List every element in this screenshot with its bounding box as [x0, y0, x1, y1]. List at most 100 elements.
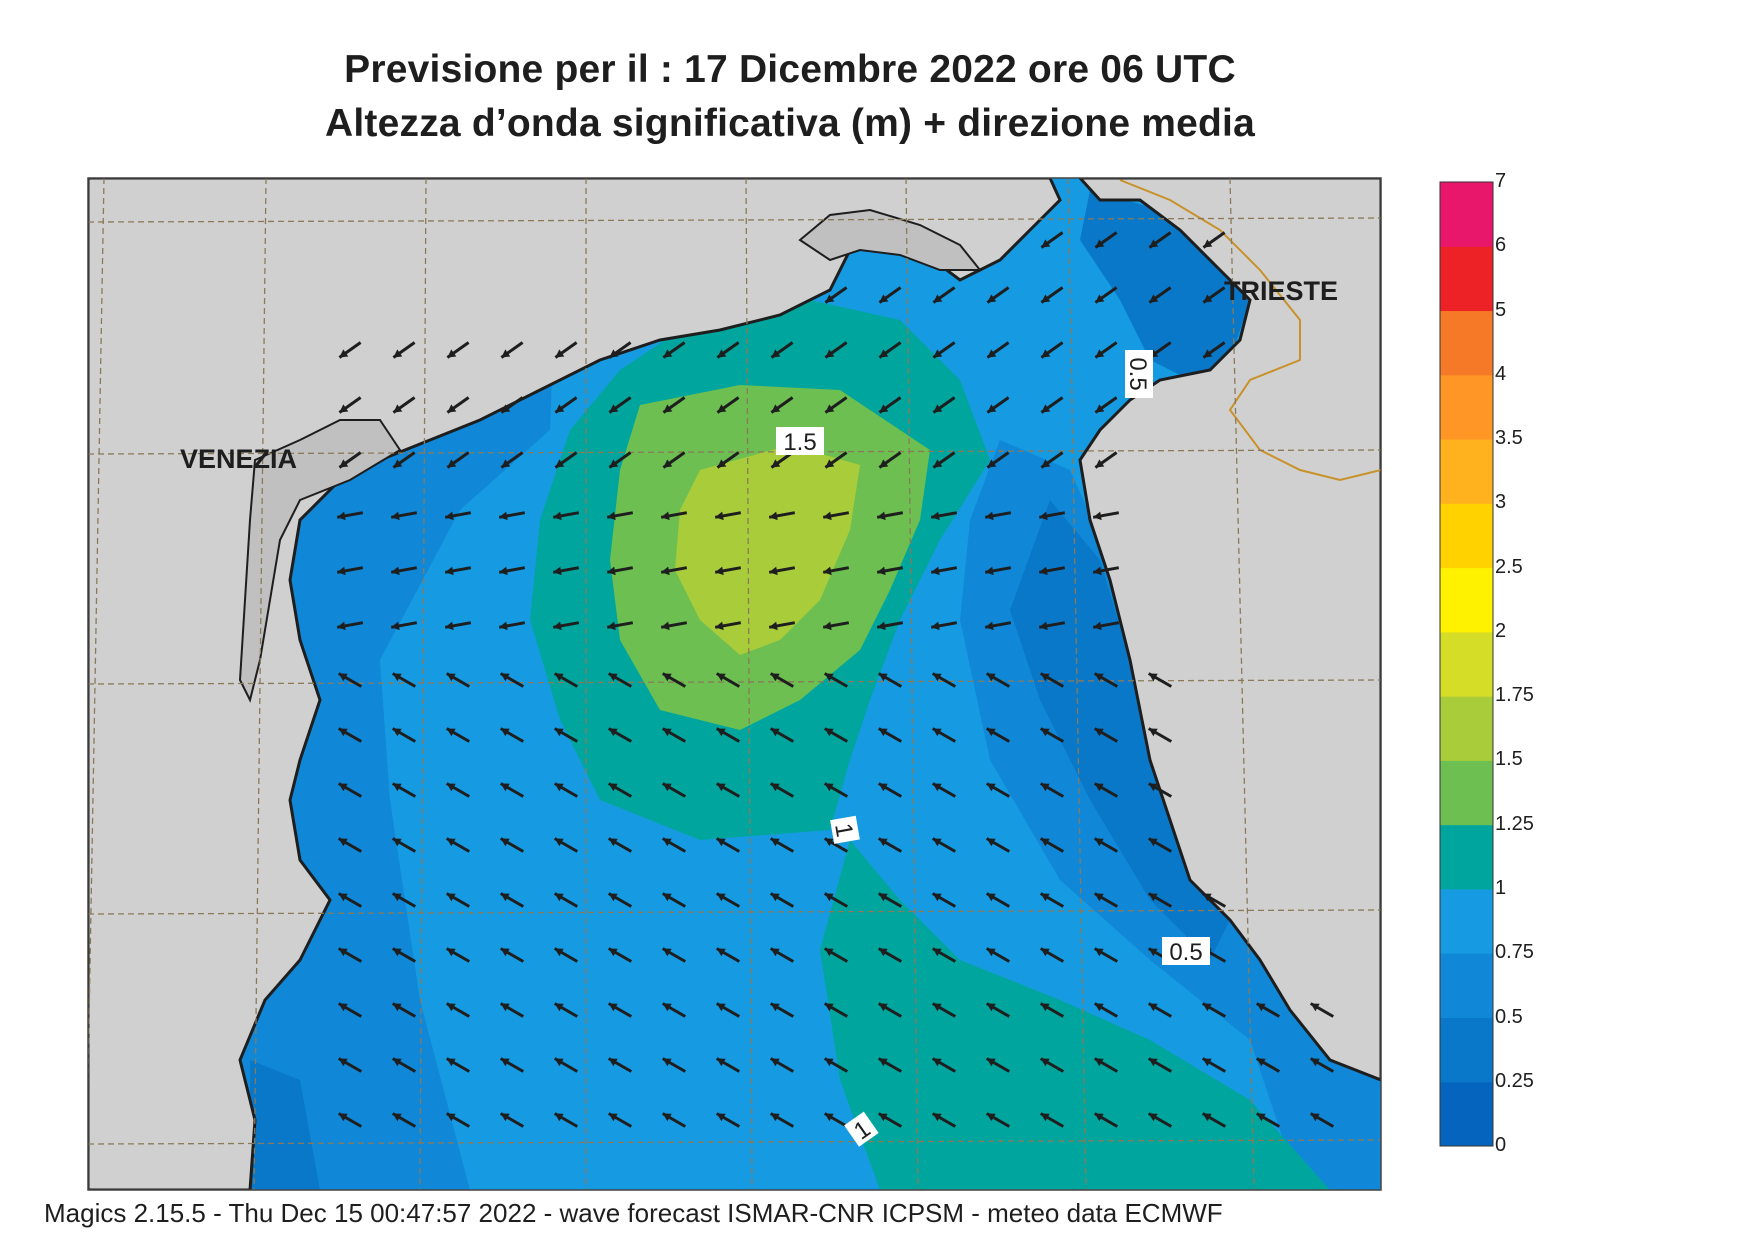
arrow-head [932, 783, 942, 792]
arrow-head [608, 838, 618, 847]
arrow-head [554, 1058, 564, 1067]
arrow-head [447, 459, 457, 468]
arrow-head [716, 893, 726, 902]
arrow-head [877, 621, 886, 631]
colorbar-tick-label: 4 [1495, 362, 1507, 385]
arrow-head [608, 893, 618, 902]
arrow-head [608, 948, 618, 957]
arrow-head [554, 728, 564, 737]
arrow-head [1148, 728, 1158, 737]
arrow-head [501, 349, 511, 358]
arrow-head [338, 1058, 348, 1067]
arrow-head [1148, 893, 1158, 902]
arrow-head [338, 728, 348, 737]
arrow-head [770, 1058, 780, 1067]
arrow-head [1095, 294, 1105, 303]
arrow-head [392, 673, 402, 682]
arrow-head [717, 404, 727, 413]
arrow-head [1040, 728, 1050, 737]
arrow-head [500, 673, 510, 682]
graticule-parallel [88, 449, 1381, 455]
graticule-meridian [905, 178, 919, 1190]
arrow-head [608, 1003, 618, 1012]
colorbar-tick-label: 0.5 [1495, 1005, 1523, 1028]
arrow-head [446, 728, 456, 737]
arrow-head [1094, 948, 1104, 957]
arrow-head [1040, 893, 1050, 902]
arrow-head [824, 1113, 834, 1122]
arrow-head [446, 838, 456, 847]
arrow-head [499, 511, 508, 521]
arrow-head [878, 893, 888, 902]
arrow-head [1203, 239, 1213, 248]
colorbar-swatch [1440, 824, 1493, 890]
arrow-head [608, 783, 618, 792]
colorbar-tick-label: 6 [1495, 234, 1507, 257]
arrow-head [1094, 1003, 1104, 1012]
arrow-head [663, 349, 673, 358]
contour-band-1p5 [675, 445, 860, 655]
arrow-head [878, 1113, 888, 1122]
arrow-head [824, 838, 834, 847]
arrow-head [879, 404, 889, 413]
arrow-head [933, 349, 943, 358]
arrow-head [986, 838, 996, 847]
contour-label-text: 1.5 [783, 429, 816, 456]
contour-band-1p0-south [820, 840, 1330, 1190]
arrow-head [500, 838, 510, 847]
arrow-head [770, 838, 780, 847]
arrow-head [825, 459, 835, 468]
arrow-head [1148, 783, 1158, 792]
arrow-head [1094, 1058, 1104, 1067]
arrow-head [985, 566, 994, 576]
arrow-head [1040, 1003, 1050, 1012]
arrow-head [338, 948, 348, 957]
arrow-head [1148, 1003, 1158, 1012]
arrow-head [878, 728, 888, 737]
arrow-head [391, 511, 400, 521]
arrow-head [717, 459, 727, 468]
arrow-head [1094, 673, 1104, 682]
arrow-head [824, 893, 834, 902]
colorbar-swatch [1440, 953, 1493, 1018]
arrow-head [1149, 294, 1159, 303]
arrow-head [608, 1058, 618, 1067]
arrow-head [769, 511, 778, 521]
arrow-head [716, 673, 726, 682]
arrow-head [1093, 566, 1102, 576]
arrow-head [1203, 349, 1213, 358]
arrow-head [715, 566, 724, 576]
arrow-head [391, 566, 400, 576]
colorbar [1439, 181, 1494, 1147]
arrow-head [392, 893, 402, 902]
colorbar-tick-label: 3 [1495, 491, 1507, 514]
arrow-head [392, 1058, 402, 1067]
arrow-head [500, 948, 510, 957]
colorbar-swatch [1440, 1081, 1493, 1147]
arrow-head [716, 948, 726, 957]
arrow-head [770, 783, 780, 792]
arrow-head [446, 673, 456, 682]
graticule-meridian [88, 178, 105, 1115]
arrow-head [879, 349, 889, 358]
contour-label: 0.5 [1162, 937, 1210, 966]
colorbar-swatch [1440, 631, 1493, 697]
arrow-head [716, 838, 726, 847]
arrow-head [1148, 1058, 1158, 1067]
colorbar-swatch [1440, 374, 1493, 440]
arrow-head [1040, 1058, 1050, 1067]
arrow-head [1202, 893, 1212, 902]
arrow-head [1094, 893, 1104, 902]
arrow-head [986, 948, 996, 957]
direction-arrows [336, 231, 1335, 1128]
arrow-head [393, 404, 403, 413]
map-subtitle: Altezza d’onda significativa (m) + direz… [325, 102, 1255, 145]
colorbar-frame [1439, 181, 1494, 1147]
arrow-head [985, 621, 994, 631]
arrow-head [661, 621, 670, 631]
arrow-head [1202, 1058, 1212, 1067]
arrow-head [1040, 1113, 1050, 1122]
arrow-head [500, 1058, 510, 1067]
colorbar-tick-label: 2 [1495, 619, 1507, 642]
arrow-head [1256, 1058, 1266, 1067]
